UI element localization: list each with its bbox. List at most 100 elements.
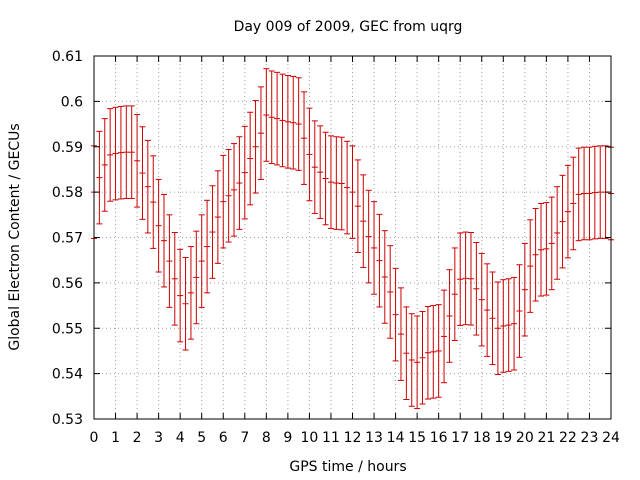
data-point bbox=[241, 125, 248, 220]
data-point bbox=[575, 147, 582, 242]
y-tick-label: 0.55 bbox=[52, 321, 83, 337]
data-point bbox=[597, 145, 604, 239]
x-tick-label: 23 bbox=[581, 430, 599, 446]
data-point bbox=[101, 118, 108, 212]
data-point bbox=[333, 136, 340, 230]
data-point bbox=[446, 269, 453, 363]
data-point bbox=[559, 174, 566, 269]
y-tick-label: 0.6 bbox=[61, 94, 83, 110]
chart-title: Day 009 of 2009, GEC from uqrg bbox=[234, 19, 463, 35]
data-point bbox=[505, 278, 512, 372]
data-point bbox=[387, 245, 394, 339]
data-point bbox=[430, 305, 437, 399]
data-point bbox=[500, 279, 507, 373]
x-tick-label: 13 bbox=[365, 430, 383, 446]
data-point bbox=[354, 159, 361, 253]
data-point bbox=[457, 232, 464, 327]
data-point bbox=[414, 315, 421, 410]
x-tick-label: 12 bbox=[344, 430, 362, 446]
y-tick-label: 0.61 bbox=[52, 49, 83, 65]
data-point bbox=[554, 186, 561, 280]
data-point bbox=[494, 281, 501, 376]
x-tick-label: 6 bbox=[219, 430, 228, 446]
data-point bbox=[462, 231, 469, 326]
data-point bbox=[441, 289, 448, 384]
data-point bbox=[581, 146, 588, 241]
x-tick-label: 0 bbox=[90, 430, 99, 446]
data-point bbox=[381, 230, 388, 324]
data-point bbox=[322, 131, 329, 226]
data-point bbox=[268, 70, 275, 165]
data-point bbox=[403, 306, 410, 400]
data-point bbox=[204, 199, 211, 294]
data-point bbox=[134, 114, 141, 208]
data-point bbox=[365, 189, 372, 284]
data-point bbox=[139, 126, 146, 220]
data-point bbox=[543, 202, 550, 296]
data-point bbox=[360, 174, 367, 268]
data-point bbox=[214, 170, 221, 264]
data-point bbox=[144, 139, 151, 234]
data-point bbox=[484, 263, 491, 357]
data-point bbox=[171, 232, 178, 326]
data-point bbox=[123, 105, 130, 199]
data-point bbox=[198, 214, 205, 308]
x-tick-label: 19 bbox=[494, 430, 512, 446]
data-point bbox=[209, 185, 216, 279]
y-tick-label: 0.59 bbox=[52, 140, 83, 156]
x-tick-label: 10 bbox=[301, 430, 319, 446]
data-point bbox=[392, 267, 399, 362]
data-point bbox=[236, 136, 243, 230]
data-point bbox=[311, 120, 318, 214]
y-tick-label: 0.56 bbox=[52, 276, 83, 292]
data-point bbox=[591, 145, 598, 240]
data-point bbox=[435, 304, 442, 398]
x-tick-label: 3 bbox=[154, 430, 163, 446]
data-point bbox=[247, 111, 254, 206]
series-gec bbox=[91, 68, 614, 410]
data-point bbox=[279, 73, 286, 168]
data-point bbox=[344, 140, 351, 235]
data-point bbox=[467, 232, 474, 326]
x-tick-label: 14 bbox=[387, 430, 405, 446]
data-point bbox=[397, 287, 404, 381]
x-tick-label: 4 bbox=[176, 430, 185, 446]
x-tick-label: 15 bbox=[408, 430, 426, 446]
data-point bbox=[376, 213, 383, 308]
data-point bbox=[586, 146, 593, 241]
data-point bbox=[295, 77, 302, 171]
axes: 0 1 2 3 4 5 6 7 8 9 10 11 12 13 14 15 16 17 18 19 20 21 22 23 24… bbox=[52, 49, 620, 446]
x-tick-label: 11 bbox=[322, 430, 340, 446]
data-point bbox=[112, 106, 119, 201]
x-tick-label: 20 bbox=[516, 430, 534, 446]
data-point bbox=[338, 136, 345, 231]
x-tick-label: 9 bbox=[283, 430, 292, 446]
x-tick-label: 5 bbox=[197, 430, 206, 446]
data-point bbox=[257, 86, 264, 180]
x-tick-label: 8 bbox=[262, 430, 271, 446]
data-point bbox=[263, 68, 270, 162]
data-point bbox=[117, 105, 124, 200]
x-tick-label: 24 bbox=[602, 430, 620, 446]
y-tick-label: 0.57 bbox=[52, 231, 83, 247]
data-point bbox=[451, 247, 458, 342]
data-point bbox=[521, 242, 528, 337]
x-tick-label: 22 bbox=[559, 430, 577, 446]
x-tick-label: 18 bbox=[473, 430, 491, 446]
data-point bbox=[290, 75, 297, 170]
x-axis-label: GPS time / hours bbox=[289, 459, 406, 475]
data-point bbox=[187, 246, 194, 340]
x-tick-label: 1 bbox=[111, 430, 120, 446]
data-point bbox=[424, 305, 431, 400]
data-point bbox=[155, 178, 162, 273]
y-tick-label: 0.54 bbox=[52, 367, 83, 383]
data-point bbox=[284, 75, 291, 169]
y-tick-label: 0.53 bbox=[52, 412, 83, 428]
data-point bbox=[473, 241, 480, 336]
y-axis-label: Global Electron Content / GECUs bbox=[7, 123, 23, 350]
data-point bbox=[349, 145, 356, 239]
data-point bbox=[150, 155, 157, 249]
x-tick-label: 21 bbox=[537, 430, 555, 446]
data-point bbox=[478, 252, 485, 347]
